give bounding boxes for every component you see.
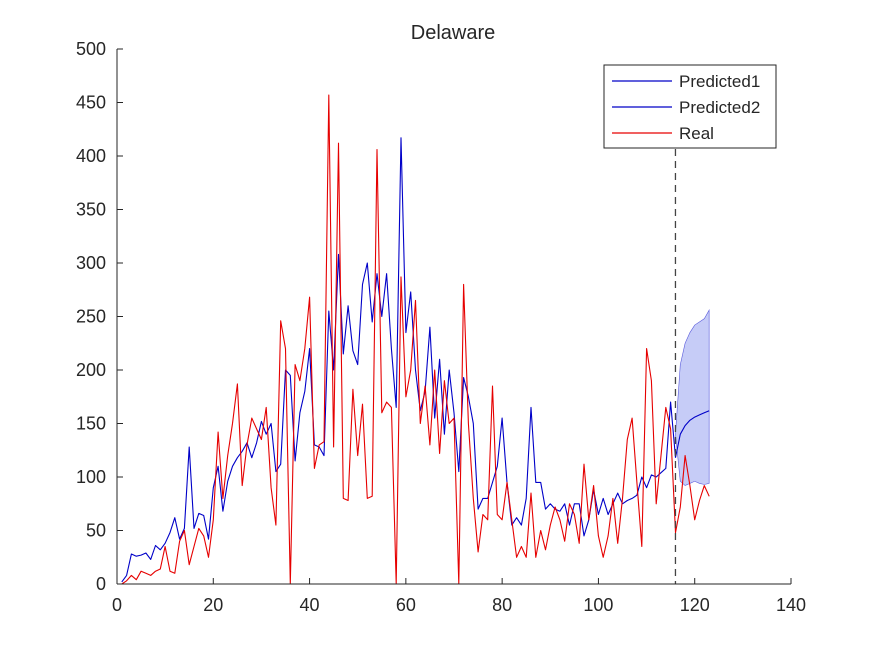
y-tick-label: 350 <box>76 200 106 220</box>
x-tick-label: 60 <box>396 595 416 615</box>
y-tick-label: 300 <box>76 253 106 273</box>
chart-title: Delaware <box>411 22 495 44</box>
forecast-band-layer <box>675 308 710 486</box>
y-tick-label: 450 <box>76 93 106 113</box>
y-tick-label: 250 <box>76 307 106 327</box>
y-tick-label: 500 <box>76 39 106 59</box>
series-layer <box>121 94 710 585</box>
x-tick-label: 100 <box>583 595 613 615</box>
legend-label: Predicted1 <box>679 72 760 91</box>
series-line-real <box>121 94 710 585</box>
y-tick-label: 400 <box>76 146 106 166</box>
legend: Predicted1 Predicted2 Real <box>603 64 777 149</box>
series-line-predicted2 <box>674 410 710 458</box>
series-line-predicted1 <box>121 137 677 583</box>
legend-label: Predicted2 <box>679 98 760 117</box>
y-tick-label: 100 <box>76 467 106 487</box>
x-tick-label: 0 <box>112 595 122 615</box>
y-tick-label: 50 <box>86 521 106 541</box>
x-tick-label: 20 <box>203 595 223 615</box>
y-tick-label: 0 <box>96 574 106 594</box>
x-tick-label: 40 <box>300 595 320 615</box>
axis-layer: 0 20 40 60 80 100 120 140 0 50 100 150 200 250 300 350 4… <box>76 39 806 615</box>
forecast-confidence-band <box>675 308 710 486</box>
legend-label: Real <box>679 124 714 143</box>
y-tick-label: 200 <box>76 360 106 380</box>
x-tick-label: 140 <box>776 595 806 615</box>
x-tick-label: 120 <box>680 595 710 615</box>
x-tick-label: 80 <box>492 595 512 615</box>
y-tick-label: 150 <box>76 414 106 434</box>
